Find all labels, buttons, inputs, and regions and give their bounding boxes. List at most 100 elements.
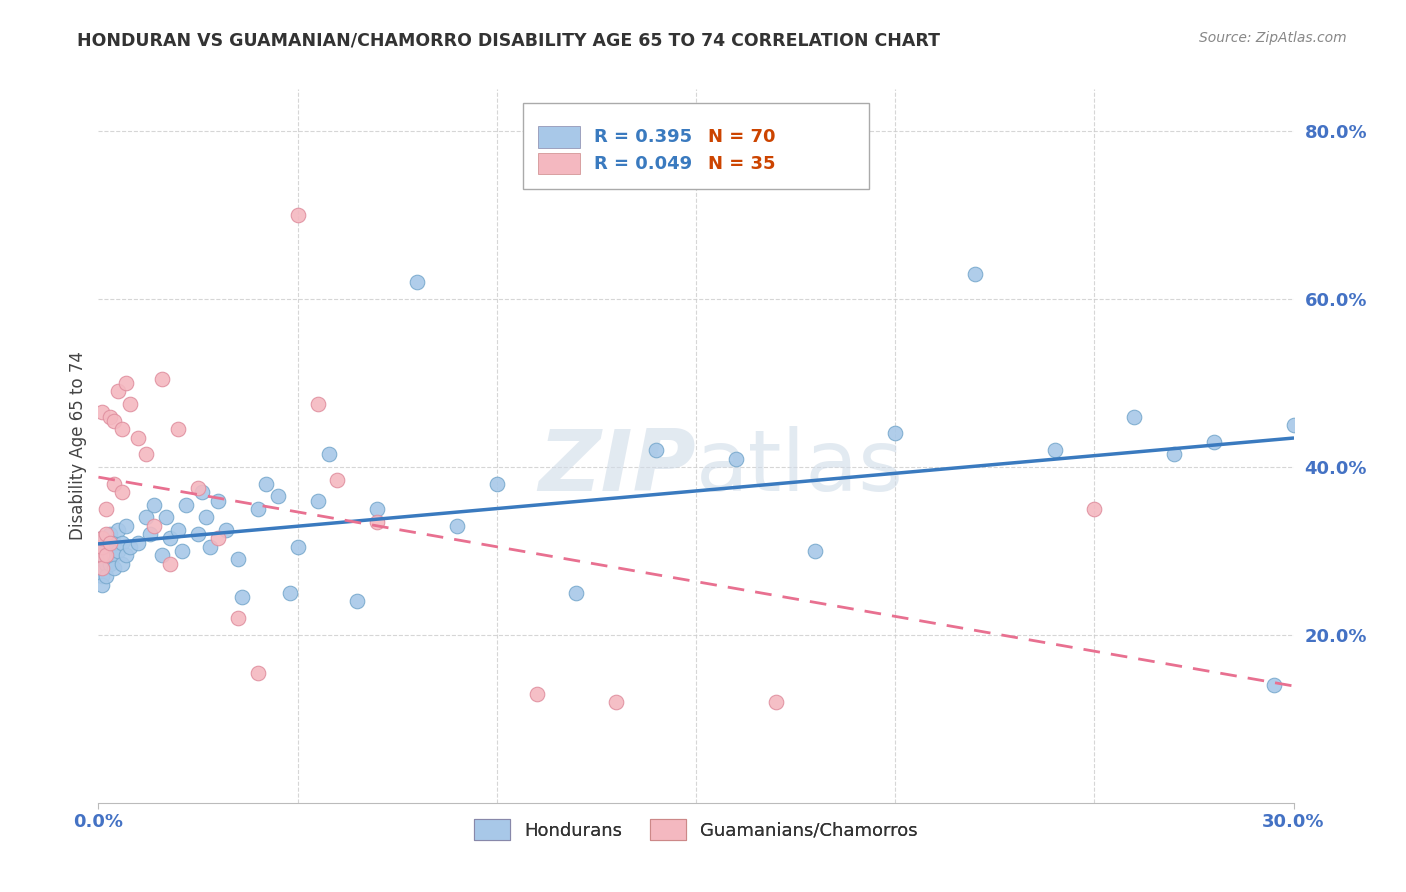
Point <box>207 493 229 508</box>
Point <box>91 548 114 562</box>
Point <box>406 275 429 289</box>
Point <box>103 560 125 574</box>
Point <box>207 532 229 546</box>
Text: N = 35: N = 35 <box>709 154 776 172</box>
Point <box>91 548 114 562</box>
Point <box>143 498 166 512</box>
Point <box>103 548 125 562</box>
Point <box>226 611 249 625</box>
Point <box>1123 409 1146 424</box>
Point <box>724 451 747 466</box>
Point <box>115 518 138 533</box>
FancyBboxPatch shape <box>523 103 869 189</box>
Point <box>115 376 138 390</box>
Point <box>96 535 118 549</box>
Point <box>127 431 149 445</box>
Text: ZIP: ZIP <box>538 425 696 509</box>
Text: atlas: atlas <box>696 425 904 509</box>
Point <box>91 577 114 591</box>
Point <box>174 498 197 512</box>
Point <box>307 493 329 508</box>
Point <box>127 535 149 549</box>
Point <box>1163 447 1185 461</box>
Point <box>167 523 190 537</box>
Text: Source: ZipAtlas.com: Source: ZipAtlas.com <box>1199 31 1347 45</box>
Point <box>150 548 173 562</box>
Point <box>565 586 588 600</box>
Point <box>91 540 114 554</box>
Point <box>187 527 209 541</box>
Point <box>172 544 194 558</box>
Point <box>287 208 309 222</box>
Point <box>98 548 122 562</box>
Point <box>91 540 114 554</box>
Point <box>366 515 388 529</box>
Point <box>115 548 138 562</box>
Text: R = 0.049: R = 0.049 <box>595 154 693 172</box>
Point <box>267 489 290 503</box>
Point <box>91 560 114 574</box>
Point <box>1043 443 1066 458</box>
Point <box>246 665 269 680</box>
Point <box>167 422 190 436</box>
Point <box>195 510 218 524</box>
Point <box>191 485 214 500</box>
Point <box>98 557 122 571</box>
Point <box>135 510 157 524</box>
Point <box>226 552 249 566</box>
Text: R = 0.395: R = 0.395 <box>595 128 693 146</box>
Point <box>155 510 177 524</box>
Point <box>91 552 114 566</box>
Point <box>231 590 253 604</box>
Point <box>215 523 238 537</box>
Point <box>96 502 118 516</box>
Point <box>346 594 368 608</box>
Point <box>107 384 129 399</box>
Point <box>150 372 173 386</box>
Y-axis label: Disability Age 65 to 74: Disability Age 65 to 74 <box>69 351 87 541</box>
Point <box>98 535 122 549</box>
Point <box>1282 417 1305 432</box>
Point <box>96 544 118 558</box>
Point <box>1083 502 1105 516</box>
Point <box>198 540 221 554</box>
Point <box>318 447 340 461</box>
Point <box>96 548 118 562</box>
Point <box>366 502 388 516</box>
Point <box>96 569 118 583</box>
Point <box>91 405 114 419</box>
Point <box>246 502 269 516</box>
Point <box>135 447 157 461</box>
Point <box>103 476 125 491</box>
Point <box>91 557 114 571</box>
Point <box>765 695 787 709</box>
Point <box>446 518 468 533</box>
Point <box>98 409 122 424</box>
Point <box>605 695 627 709</box>
Point <box>96 527 118 541</box>
Point <box>96 557 118 571</box>
Legend: Hondurans, Guamanians/Chamorros: Hondurans, Guamanians/Chamorros <box>467 812 925 847</box>
Point <box>159 532 181 546</box>
Point <box>111 422 134 436</box>
Point <box>98 540 122 554</box>
Point <box>159 557 181 571</box>
Point <box>963 267 986 281</box>
Point <box>143 518 166 533</box>
Point <box>91 560 114 574</box>
Point <box>804 544 827 558</box>
Point <box>91 532 114 546</box>
Point <box>254 476 277 491</box>
Point <box>485 476 508 491</box>
Point <box>103 535 125 549</box>
FancyBboxPatch shape <box>538 153 581 174</box>
Point <box>111 485 134 500</box>
FancyBboxPatch shape <box>538 126 581 147</box>
Point <box>326 473 349 487</box>
Point <box>526 687 548 701</box>
Point <box>91 569 114 583</box>
Point <box>107 523 129 537</box>
Point <box>120 540 142 554</box>
Text: HONDURAN VS GUAMANIAN/CHAMORRO DISABILITY AGE 65 TO 74 CORRELATION CHART: HONDURAN VS GUAMANIAN/CHAMORRO DISABILIT… <box>77 31 941 49</box>
Point <box>91 532 114 546</box>
